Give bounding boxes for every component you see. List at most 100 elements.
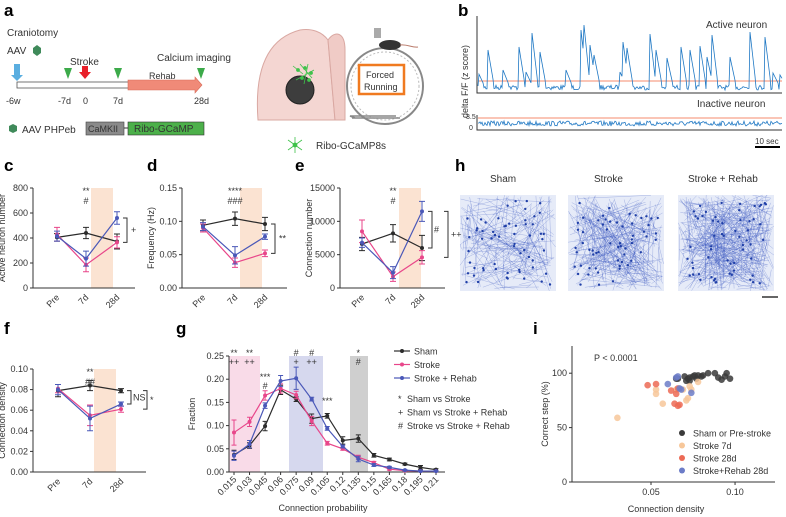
scatter-point	[644, 381, 651, 389]
data-point	[309, 418, 314, 423]
x-tick-label: 7d	[225, 292, 239, 306]
network-node	[741, 243, 745, 247]
data-point	[278, 379, 283, 384]
inactive-ytick: 3.5	[466, 114, 476, 121]
network-node	[738, 235, 741, 238]
bracket-label: *	[150, 395, 154, 405]
y-tick-label: 400	[13, 233, 28, 243]
data-point	[88, 383, 92, 388]
scatter-point	[699, 372, 707, 379]
data-point	[84, 231, 88, 235]
network-node	[748, 220, 751, 223]
network-node	[576, 221, 580, 225]
network-graph	[678, 194, 775, 291]
data-point	[263, 222, 267, 226]
network-node	[591, 249, 594, 252]
network-node	[524, 223, 527, 226]
data-point	[391, 270, 395, 275]
y-tick-label: 0	[23, 283, 28, 293]
scatter-point	[676, 401, 683, 409]
legend-marker	[679, 430, 685, 436]
bracket-label: #	[434, 225, 439, 235]
network-node	[620, 260, 624, 264]
network-node	[732, 269, 736, 272]
network-node	[542, 232, 545, 236]
network-node	[628, 212, 631, 215]
legend-marker	[400, 376, 404, 380]
significance-label: ***	[260, 372, 271, 382]
y-axis-label: Frequency (Hz)	[146, 207, 156, 269]
legend-marker	[679, 455, 685, 461]
scale-bar-label: 10 sec	[755, 137, 779, 146]
network-node	[491, 230, 495, 234]
data-point	[325, 426, 330, 431]
bracket	[123, 217, 128, 243]
data-point	[115, 240, 119, 245]
network-node	[508, 222, 511, 225]
x-tick-label: 0.05	[642, 487, 660, 497]
inactive-ytick: 0	[469, 125, 473, 132]
x-tick-label: 28d	[108, 476, 126, 494]
network-node	[645, 215, 648, 218]
data-point	[263, 403, 268, 408]
stroke-arrow-icon	[79, 66, 91, 79]
network-node	[692, 273, 695, 276]
data-point	[263, 251, 267, 256]
significance-label: ++	[306, 357, 317, 367]
scatter-point	[684, 394, 692, 402]
rehab-period-shade	[240, 188, 262, 288]
chart-c: 0 200 400 600 800 Active neuron number Pre 7d 28…	[0, 183, 136, 310]
legend-label: Stroke + Rehab	[414, 374, 477, 384]
y-tick-label: 0.15	[159, 183, 177, 193]
y-tick-label: 0.10	[10, 364, 28, 374]
x-tick-label: Pre	[190, 292, 207, 309]
significance-label: **	[246, 348, 254, 358]
legend-label: Sham vs Stroke + Rehab	[407, 408, 507, 418]
network-node	[631, 222, 634, 225]
network-node	[493, 233, 497, 237]
network-node	[697, 273, 701, 276]
network-node	[484, 221, 487, 224]
network-node	[619, 244, 622, 248]
network-node	[729, 262, 732, 265]
network-node	[513, 232, 516, 236]
significance-label: #	[390, 196, 395, 206]
network-node	[713, 277, 717, 280]
y-tick-label: 0	[330, 283, 335, 293]
scatter-point	[674, 373, 682, 380]
network-node	[609, 242, 612, 245]
data-point	[232, 430, 236, 435]
network-node	[699, 278, 702, 281]
legend-label: Sham	[414, 347, 438, 357]
network-graph	[567, 195, 664, 291]
network-node	[472, 274, 476, 277]
data-point	[233, 253, 237, 258]
scatter-point	[694, 378, 702, 386]
network-node	[713, 234, 716, 237]
network-node	[645, 235, 648, 238]
network-node	[497, 217, 500, 220]
network-node	[608, 206, 611, 210]
network-node	[749, 243, 752, 246]
data-point	[263, 424, 268, 429]
network-node	[701, 214, 704, 218]
network-node	[476, 280, 480, 284]
panel-b-traces: delta F/F (z score) Active neuron Inacti…	[460, 16, 783, 148]
panel-label-h: h	[455, 156, 465, 175]
significance-shade	[350, 356, 368, 472]
network-node	[514, 224, 518, 227]
data-point	[418, 465, 423, 470]
network-node	[597, 219, 600, 222]
microscope-icon	[374, 28, 381, 38]
data-point	[84, 256, 88, 261]
network-node	[523, 248, 526, 252]
data-point	[360, 240, 364, 245]
y-axis-label: Connection number	[304, 199, 314, 278]
legend-symbol: #	[398, 421, 403, 431]
network-node	[738, 202, 742, 205]
scatter-point	[664, 380, 672, 388]
data-point	[325, 441, 330, 446]
network-node	[654, 232, 658, 235]
network-node	[611, 280, 615, 283]
bracket-label: +	[131, 225, 136, 235]
